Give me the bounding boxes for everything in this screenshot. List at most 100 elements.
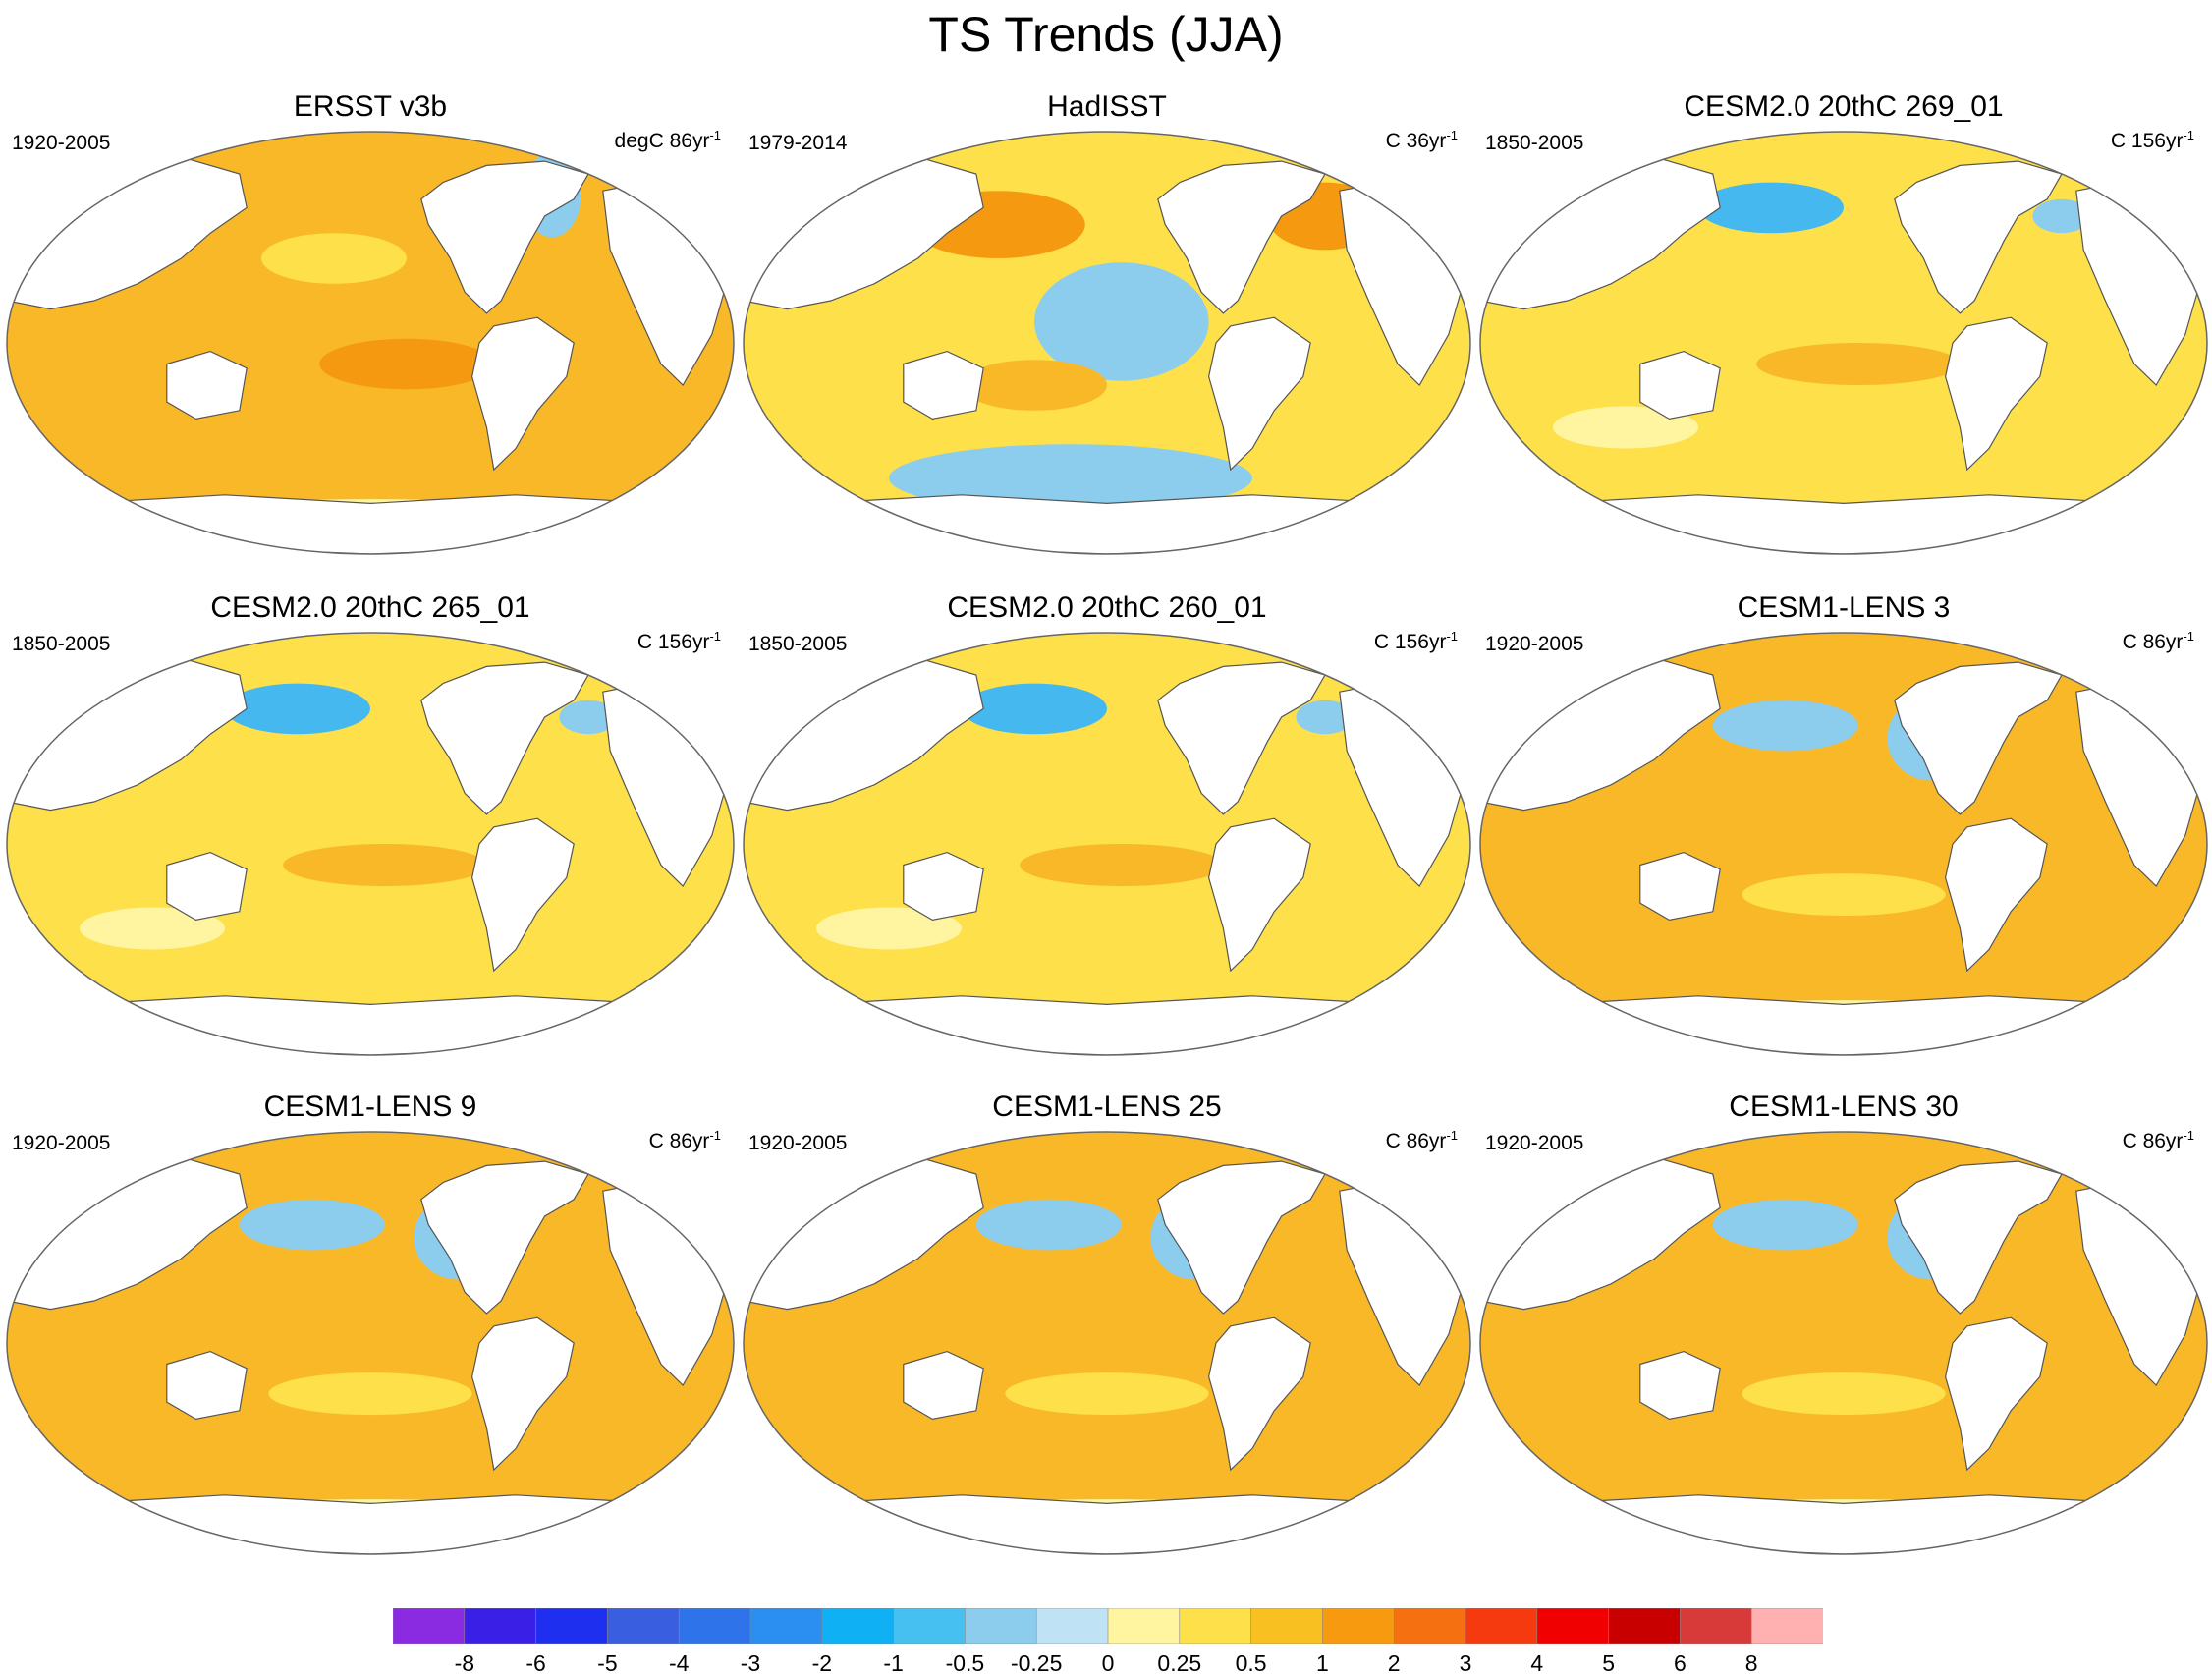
continent-north-america bbox=[420, 661, 589, 815]
colorbar-swatch bbox=[1179, 1607, 1252, 1645]
panel-units-label: C 86yr bbox=[2122, 1130, 2184, 1152]
trend-anomaly-region bbox=[816, 907, 962, 950]
map-panel: CESM2.0 20thC 260_01 1850-2005 C 156yr-1 bbox=[739, 591, 1475, 1063]
colorbar-tick-label: 0.25 bbox=[1157, 1651, 1202, 1676]
trend-anomaly-region bbox=[1742, 1372, 1946, 1416]
colorbar-tick-label: 8 bbox=[1744, 1651, 1758, 1676]
trend-anomaly-region bbox=[1553, 406, 1698, 449]
panel-period: 1920-2005 bbox=[12, 132, 111, 154]
panel-period: 1850-2005 bbox=[1485, 132, 1584, 154]
colorbar bbox=[392, 1607, 1824, 1645]
panel-units-exponent: -1 bbox=[1446, 128, 1458, 142]
colorbar-tick-label: -0.25 bbox=[1010, 1651, 1063, 1676]
continent-australia bbox=[1639, 851, 1721, 922]
panel-units: C 86yr-1 bbox=[1386, 1128, 1458, 1153]
continent-australia bbox=[903, 851, 984, 922]
continent-north-america bbox=[1157, 661, 1326, 815]
continent-antarctica bbox=[813, 1494, 1401, 1554]
continent-north-america bbox=[1894, 661, 2063, 815]
continent-north-america bbox=[420, 1160, 589, 1315]
trend-anomaly-region bbox=[889, 444, 1252, 512]
colorbar-tick-label: 1 bbox=[1315, 1651, 1329, 1676]
trend-anomaly-region bbox=[1712, 1199, 1858, 1251]
panel-units-label: C 156yr bbox=[1373, 631, 1447, 653]
panel-units: C 156yr-1 bbox=[1374, 629, 1458, 654]
panel-period: 1850-2005 bbox=[12, 633, 111, 655]
panel-units-exponent: -1 bbox=[709, 128, 721, 142]
colorbar-labels: -8 -6 -5 -4 -3 -2 -1 -0.5 -0.25 0 0.25 0.5 1 2 3 4 5 6 8 bbox=[0, 1651, 2212, 1680]
map-plot bbox=[6, 1131, 735, 1555]
panel-title: CESM1-LENS 30 bbox=[1729, 1091, 1959, 1123]
map-outline bbox=[743, 131, 1471, 555]
trend-anomaly-region bbox=[1698, 182, 1844, 234]
continent-australia bbox=[1639, 350, 1721, 420]
panel-title: CESM1-LENS 3 bbox=[1737, 591, 1951, 624]
colorbar-swatch bbox=[1680, 1607, 1753, 1645]
map-plot bbox=[743, 632, 1471, 1056]
panel-title: CESM1-LENS 9 bbox=[263, 1091, 477, 1123]
map-outline bbox=[743, 1131, 1471, 1555]
panel-units: C 36yr-1 bbox=[1386, 128, 1458, 153]
continent-north-america bbox=[1157, 1160, 1326, 1315]
trend-anomaly-region bbox=[962, 683, 1107, 735]
continent-antarctica bbox=[1550, 995, 2137, 1055]
map-panel: CESM2.0 20thC 269_01 1850-2005 C 156yr-1 bbox=[1475, 90, 2212, 562]
colorbar-tick-label: -1 bbox=[883, 1651, 904, 1676]
colorbar-tick-label: -3 bbox=[740, 1651, 761, 1676]
colorbar-swatch bbox=[1465, 1607, 1538, 1645]
map-plot bbox=[6, 632, 735, 1056]
trend-anomaly-region bbox=[283, 844, 487, 886]
panel-period: 1979-2014 bbox=[748, 132, 848, 154]
colorbar-swatches bbox=[392, 1607, 1824, 1645]
panel-title: HadISST bbox=[1047, 90, 1167, 123]
continent-australia bbox=[1639, 1350, 1721, 1421]
trend-anomaly-region bbox=[1034, 262, 1209, 381]
colorbar-swatch bbox=[749, 1607, 823, 1645]
continent-australia bbox=[166, 350, 248, 420]
map-plot bbox=[1479, 131, 2208, 555]
panel-units-label: C 156yr bbox=[2110, 130, 2184, 152]
continent-north-america bbox=[1894, 1160, 2063, 1315]
trend-anomaly-region bbox=[1742, 873, 1946, 917]
panel-period: 1920-2005 bbox=[12, 1132, 111, 1154]
panel-units-exponent: -1 bbox=[1446, 1128, 1458, 1143]
map-plot bbox=[743, 1131, 1471, 1555]
continent-antarctica bbox=[813, 494, 1401, 554]
map-outline bbox=[6, 1131, 735, 1555]
continent-australia bbox=[166, 851, 248, 922]
panel-title: CESM1-LENS 25 bbox=[992, 1091, 1222, 1123]
panel-units-label: C 86yr bbox=[1385, 1130, 1447, 1152]
colorbar-swatch bbox=[893, 1607, 967, 1645]
panel-period: 1850-2005 bbox=[748, 633, 848, 655]
colorbar-swatch bbox=[821, 1607, 895, 1645]
panel-units: C 86yr-1 bbox=[2123, 1128, 2194, 1153]
panel-title: CESM2.0 20thC 269_01 bbox=[1684, 90, 2004, 123]
panel-units-exponent: -1 bbox=[709, 629, 721, 644]
colorbar-tick-label: 2 bbox=[1387, 1651, 1401, 1676]
panel-units: C 156yr-1 bbox=[2111, 128, 2194, 153]
colorbar-swatch bbox=[464, 1607, 537, 1645]
panel-period: 1920-2005 bbox=[1485, 633, 1584, 655]
colorbar-swatch bbox=[678, 1607, 751, 1645]
colorbar-swatch bbox=[1393, 1607, 1466, 1645]
continent-antarctica bbox=[77, 494, 664, 554]
map-panel: CESM1-LENS 30 1920-2005 C 86yr-1 bbox=[1475, 1091, 2212, 1562]
continent-south-america bbox=[1207, 817, 1311, 973]
panel-period: 1920-2005 bbox=[1485, 1132, 1584, 1154]
map-panel: ERSST v3b 1920-2005 degC 86yr-1 bbox=[2, 90, 739, 562]
trend-anomaly-region bbox=[261, 233, 407, 284]
continent-antarctica bbox=[1550, 494, 2137, 554]
continent-south-america bbox=[1944, 817, 2048, 973]
colorbar-swatch bbox=[1250, 1607, 1324, 1645]
map-outline bbox=[1479, 632, 2208, 1056]
panel-units-exponent: -1 bbox=[2183, 1128, 2194, 1143]
continent-australia bbox=[166, 1350, 248, 1421]
trend-anomaly-region bbox=[239, 1199, 385, 1251]
panel-units: C 86yr-1 bbox=[649, 1128, 721, 1153]
map-plot bbox=[743, 131, 1471, 555]
panel-units-exponent: -1 bbox=[709, 1128, 721, 1143]
colorbar-tick-label: 3 bbox=[1459, 1651, 1472, 1676]
continent-north-america bbox=[1894, 160, 2063, 314]
colorbar-swatch bbox=[392, 1607, 466, 1645]
map-plot bbox=[1479, 632, 2208, 1056]
